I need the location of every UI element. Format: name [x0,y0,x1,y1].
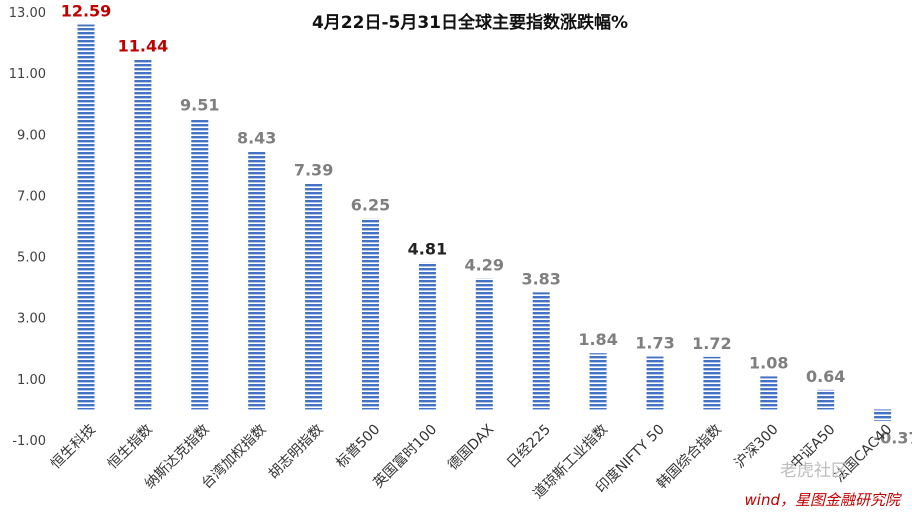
bar-value-label: 0.64 [806,367,845,386]
bar-value-label: 4.29 [465,255,504,274]
bar-value-label: 3.83 [521,269,560,288]
bar [760,376,778,410]
bar [134,59,152,410]
y-tick-label: 9.00 [17,128,46,143]
bar-value-label: 1.08 [749,353,788,372]
x-category-label: 德国DAX [445,421,497,473]
y-axis: -1.00 1.00 3.00 5.00 7.00 9.00 11.00 13.00 [9,6,46,449]
bar-value-label: 7.39 [294,161,333,180]
bar [532,292,550,410]
bar-value-label: 12.59 [61,2,112,21]
bar [646,356,664,410]
bar-value-label: 6.25 [351,195,390,214]
y-tick-label: 1.00 [17,373,46,388]
y-tick-label: 7.00 [17,189,46,204]
x-category-label: 恒生科技 [48,422,99,473]
bar-value-label: 1.72 [692,334,731,353]
bar [817,389,835,410]
bar [475,278,493,410]
x-category-label: 沪深300 [732,422,782,472]
x-category-label: 日经225 [504,422,554,472]
x-category-label: 恒生指数 [105,422,156,473]
source-note: wind，星图金融研究院 [745,491,902,509]
bars: 12.59 11.44 9.51 8.43 7.39 6.25 4.81 4.29 3.83 1.… [61,2,912,448]
chart-title: 4月22日-5月31日全球主要指数涨跌幅% [312,12,628,33]
bar [874,409,892,421]
x-category-label: 胡志明指数 [266,422,327,483]
bar-value-label: 9.51 [180,96,219,115]
watermark: 老虎社区 [780,461,848,481]
bar [248,151,266,410]
bar [362,218,379,410]
bar [418,262,436,410]
y-tick-label: 5.00 [17,251,46,266]
bar-value-label: 1.73 [635,334,674,353]
bar [703,356,721,410]
bar [191,118,209,410]
bar-value-label: -0.37 [874,428,912,447]
bar [305,183,323,410]
x-category-label: 标普500 [333,422,383,472]
y-tick-label: 3.00 [17,312,46,327]
bar-value-label: 4.81 [408,239,447,258]
bar [589,353,607,410]
y-tick-label: -1.00 [12,434,46,449]
y-tick-label: 11.00 [9,67,46,82]
bar-value-label: 8.43 [237,129,276,148]
bar [77,24,95,410]
bar-value-label: 1.84 [578,330,617,349]
y-tick-label: 13.00 [9,6,46,21]
bar-value-label: 11.44 [118,37,169,56]
